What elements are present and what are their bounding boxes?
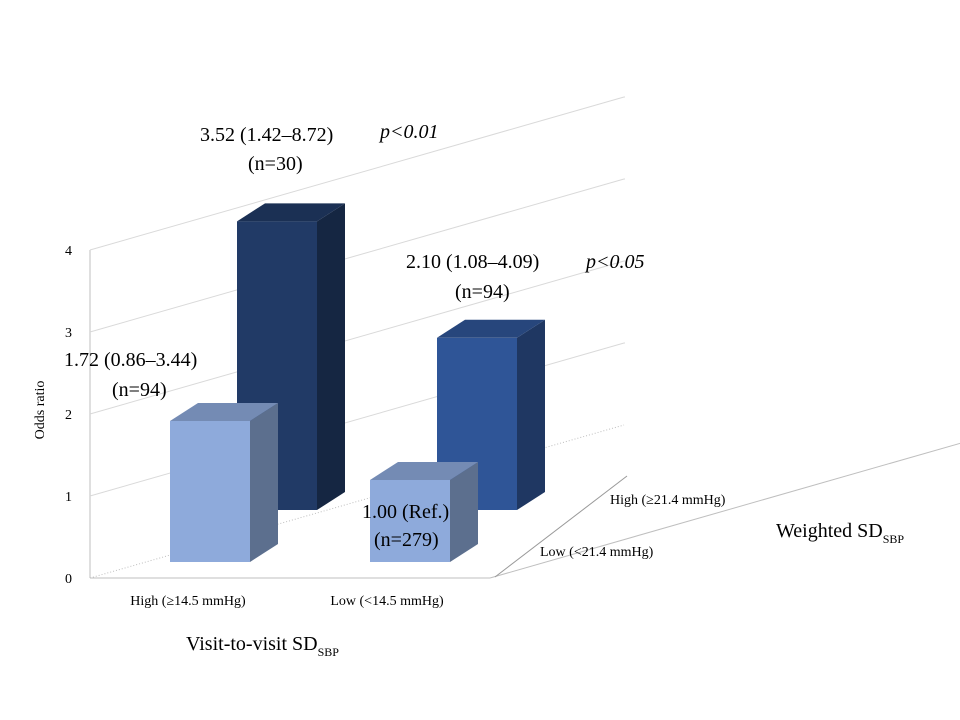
y-tick-label: 1 <box>65 490 72 505</box>
bar-annotation-n-high-low: (n=94) <box>112 379 167 401</box>
bar-annotation-n-low-low: (n=279) <box>374 529 439 551</box>
x-axis-title: Visit-to-visit SDSBP <box>186 633 339 659</box>
bar-top-face <box>437 319 545 338</box>
bar-top-face <box>370 462 478 480</box>
bar-side-face <box>517 319 545 510</box>
y-axis-label: Odds ratio <box>33 381 48 440</box>
y-tick-labels: 0 1 2 3 4 <box>65 244 72 587</box>
bar-annotation-p-high-high: p<0.01 <box>378 121 439 143</box>
floor-right-edge <box>489 442 960 579</box>
floor-right-axis <box>494 475 628 578</box>
bar-front-face <box>170 420 250 562</box>
depth-tick-label-high: High (≥21.4 mmHg) <box>610 493 726 508</box>
bar-side-face <box>317 203 345 511</box>
x-axis-title-main: Visit-to-visit SD <box>186 633 318 655</box>
bar-front-face <box>370 480 450 562</box>
bar-2 <box>170 402 278 562</box>
bar-top-face <box>170 402 278 421</box>
depth-axis-title: Weighted SDSBP <box>776 520 904 546</box>
bar-annotation-ci-high-low: 1.72 (0.86–3.44) <box>64 349 197 371</box>
gridline-side-3 <box>89 178 625 333</box>
y-tick-label: 0 <box>65 572 72 587</box>
x-tick-label-low: Low (<14.5 mmHg) <box>330 594 444 609</box>
y-tick-label: 4 <box>65 244 72 259</box>
bar-side-face <box>450 462 478 562</box>
bar-annotation-p-low-high: p<0.05 <box>584 251 645 273</box>
bar-side-face <box>250 402 278 562</box>
bar-annotation-n-low-high: (n=94) <box>455 281 510 303</box>
bar-annotation-ci-low-high: 2.10 (1.08–4.09) <box>406 251 539 273</box>
bar-annotation-ci-high-high: 3.52 (1.42–8.72) <box>200 124 333 146</box>
bar-3 <box>370 462 478 562</box>
x-tick-label-high: High (≥14.5 mmHg) <box>130 594 246 609</box>
x-axis-title-sub: SBP <box>318 645 340 659</box>
depth-axis-title-sub: SBP <box>883 532 905 546</box>
gridline-side-4 <box>89 96 625 251</box>
y-tick-label: 3 <box>65 326 72 341</box>
bar-annotation-n-high-high: (n=30) <box>248 153 303 175</box>
bars <box>170 203 545 562</box>
depth-tick-label-low: Low (<21.4 mmHg) <box>540 545 654 560</box>
y-tick-label: 2 <box>65 408 72 423</box>
gridline-side-2 <box>89 260 625 415</box>
depth-axis-title-main: Weighted SD <box>776 520 883 542</box>
bar-top-face <box>237 203 345 222</box>
bar-annotation-ci-low-low: 1.00 (Ref.) <box>362 501 449 523</box>
